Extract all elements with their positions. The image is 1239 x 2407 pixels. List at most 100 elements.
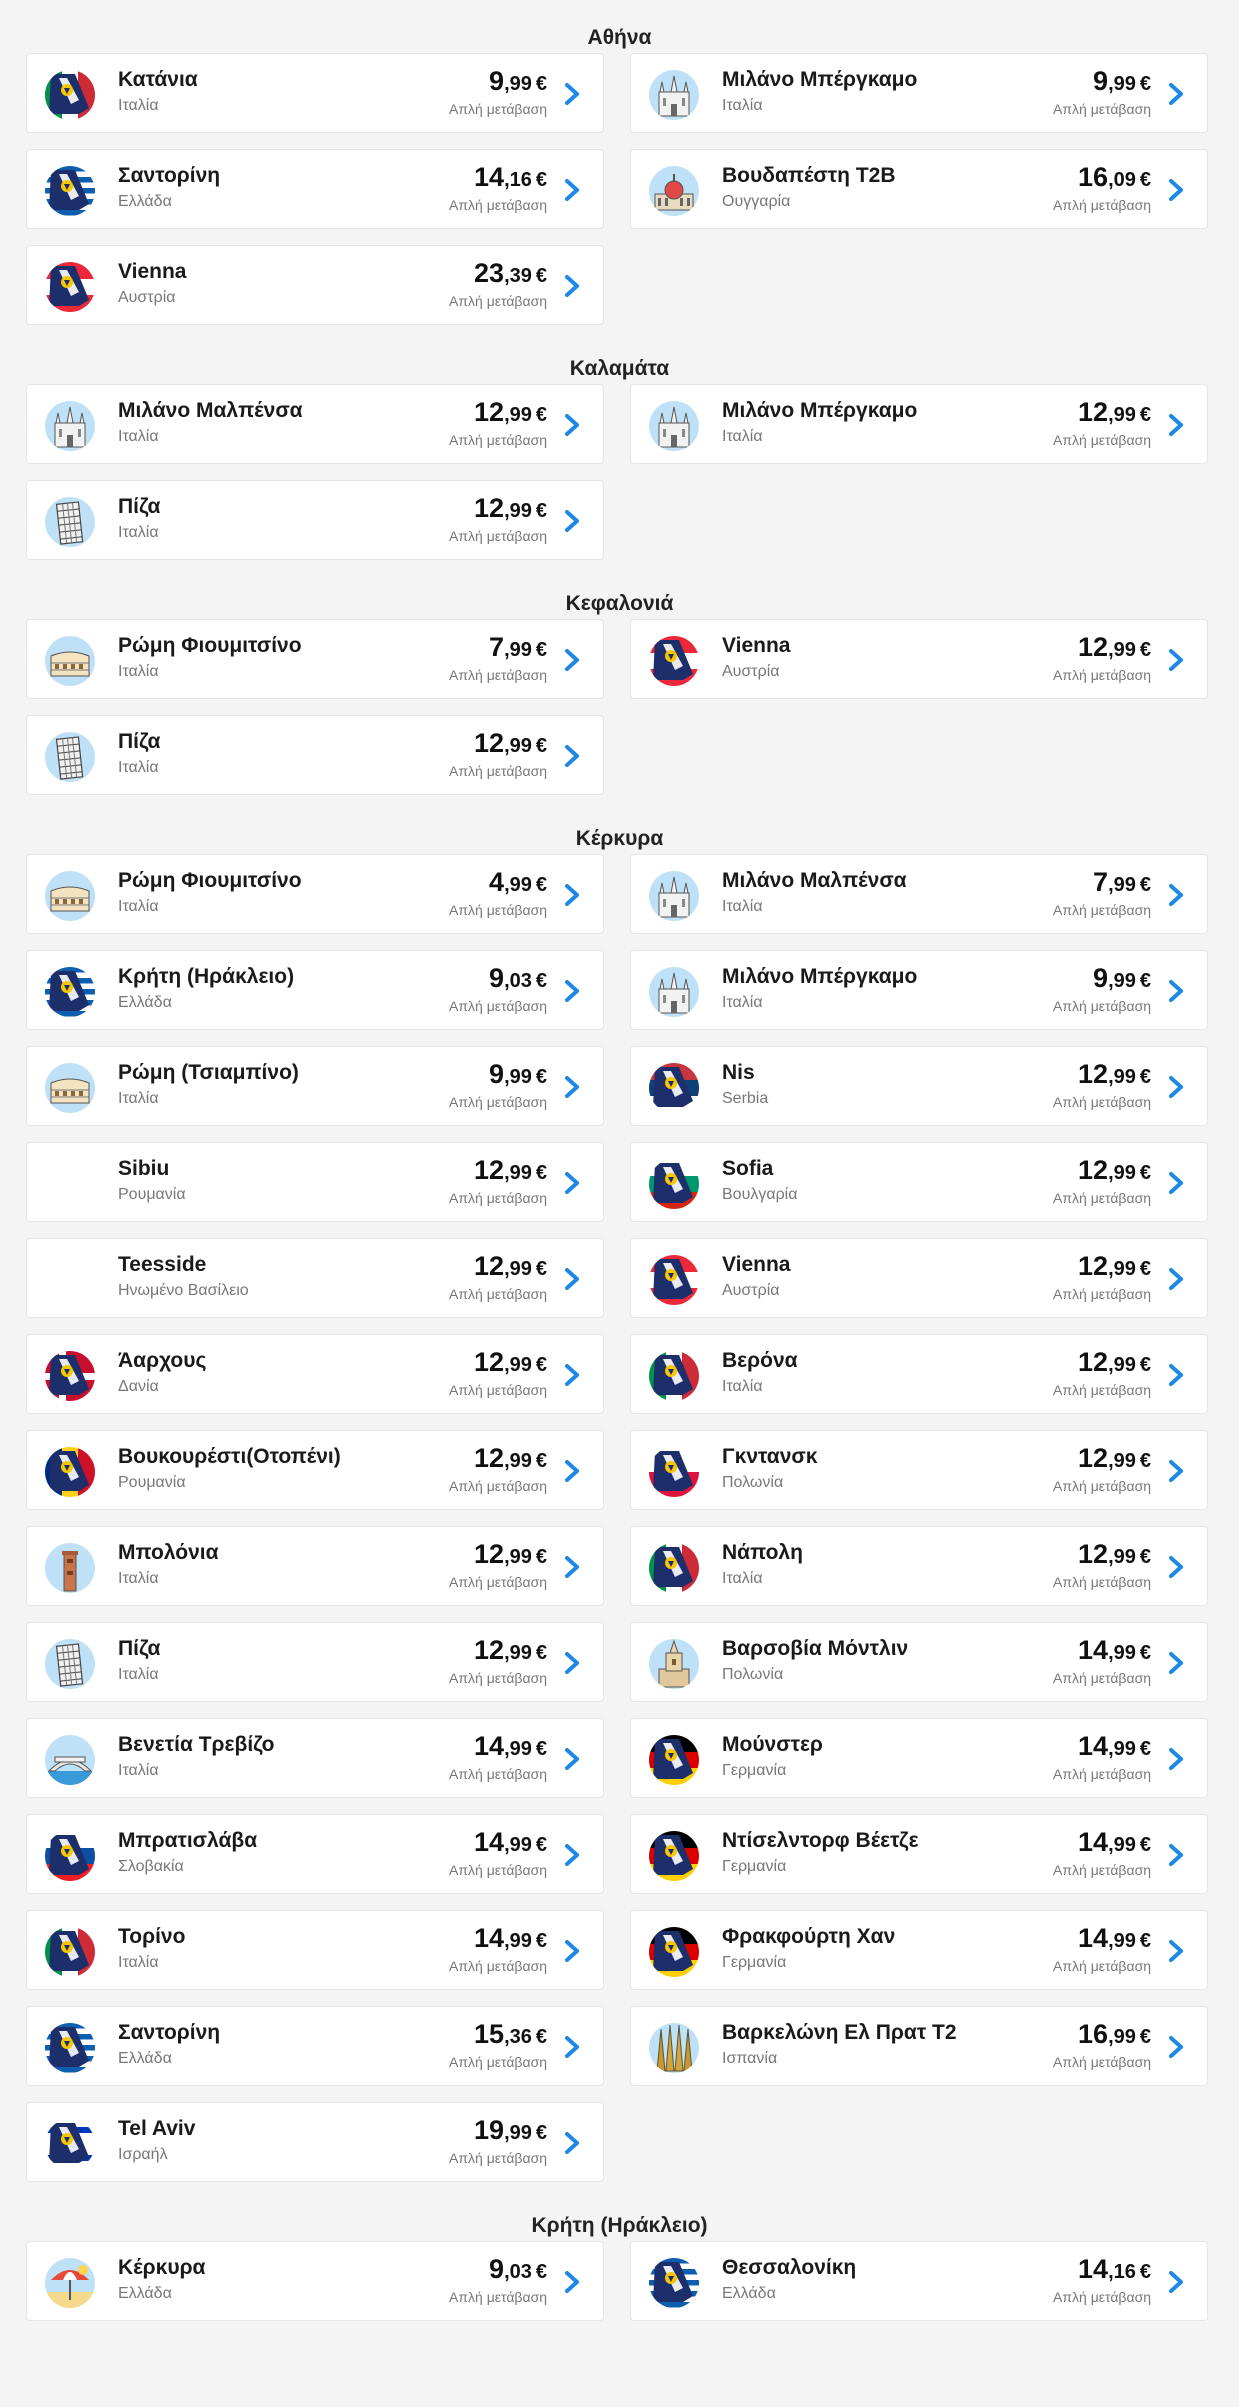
route-card[interactable]: Πίζα Ιταλία 12,99 € Απλή μετάβαση (26, 1622, 604, 1702)
route-card[interactable]: Κρήτη (Ηράκλειο) Ελλάδα 9,03 € Απλή μετάβαση (26, 950, 604, 1030)
route-card[interactable]: Τορίνο Ιταλία 14,99 € Απλή μετάβαση (26, 1910, 604, 1990)
route-card[interactable]: Νάπολη Ιταλία 12,99 € Απλή μετάβαση (630, 1526, 1208, 1606)
price-currency: € (535, 970, 547, 992)
route-card[interactable]: Tel Aviv Ισραήλ 19,99 € Απλή μετάβαση (26, 2102, 604, 2182)
route-card[interactable]: Teesside Ηνωμένο Βασίλειο 12,99 € Απλή μετάβ… (26, 1238, 604, 1318)
price: 14,16 € (474, 162, 547, 193)
chevron-right-icon[interactable] (561, 744, 583, 768)
chevron-right-icon[interactable] (1165, 2270, 1187, 2294)
chevron-right-icon[interactable] (561, 1363, 583, 1387)
chevron-right-icon[interactable] (1165, 413, 1187, 437)
chevron-right-icon[interactable] (561, 1267, 583, 1291)
chevron-right-icon[interactable] (561, 1075, 583, 1099)
chevron-right-icon[interactable] (1165, 1171, 1187, 1195)
chevron-right-icon[interactable] (561, 1171, 583, 1195)
chevron-right-icon[interactable] (561, 274, 583, 298)
destination-country: Ελλάδα (118, 2285, 172, 2302)
chevron-right-icon[interactable] (1165, 1075, 1187, 1099)
trip-type-note: Απλή μετάβαση (1053, 1766, 1151, 1782)
route-card[interactable]: Μιλάνο Μπέργκαμο Ιταλία 9,99 € Απλή μετάβαση (630, 950, 1208, 1030)
chevron-right-icon[interactable] (1165, 979, 1187, 1003)
plane-romania-icon (45, 1447, 95, 1497)
route-card[interactable]: Ρώμη Φιουμιτσίνο Ιταλία 4,99 € Απλή μετάβαση (26, 854, 604, 934)
route-card[interactable]: Γκντανσκ Πολωνία 12,99 € Απλή μετάβαση (630, 1430, 1208, 1510)
price: 12,99 € (474, 728, 547, 759)
route-card[interactable]: Βουκουρέστι(Οτοπένι) Ρουμανία 12,99 € Απλή μ… (26, 1430, 604, 1510)
destination-name: Ρώμη (Τσιαμπίνο) (118, 1061, 299, 1084)
route-card[interactable]: Θεσσαλονίκη Ελλάδα 14,16 € Απλή μετάβαση (630, 2241, 1208, 2321)
chevron-right-icon[interactable] (561, 82, 583, 106)
route-card[interactable]: Vienna Αυστρία 12,99 € Απλή μετάβαση (630, 619, 1208, 699)
chevron-right-icon[interactable] (561, 1843, 583, 1867)
destination-name: Θεσσαλονίκη (722, 2256, 857, 2279)
route-card[interactable]: Nis Serbia 12,99 € Απλή μετάβαση (630, 1046, 1208, 1126)
destination-name: Μιλάνο Μπέργκαμο (722, 399, 918, 422)
chevron-right-icon[interactable] (561, 883, 583, 907)
route-card[interactable]: Βενετία Τρεβίζο Ιταλία 14,99 € Απλή μετάβαση (26, 1718, 604, 1798)
destination-name: Βουδαπέστη T2B (722, 164, 896, 187)
route-card[interactable]: Φρακφούρτη Χαν Γερμανία 14,99 € Απλή μετάβασ… (630, 1910, 1208, 1990)
route-card[interactable]: Κατάνια Ιταλία 9,99 € Απλή μετάβαση (26, 53, 604, 133)
chevron-right-icon[interactable] (1165, 178, 1187, 202)
chevron-right-icon[interactable] (561, 1747, 583, 1771)
route-card[interactable]: Πίζα Ιταλία 12,99 € Απλή μετάβαση (26, 480, 604, 560)
chevron-right-icon[interactable] (561, 509, 583, 533)
price-decimal: ,99 (1108, 1066, 1136, 1088)
route-card[interactable]: Μιλάνο Μπέργκαμο Ιταλία 9,99 € Απλή μετάβαση (630, 53, 1208, 133)
chevron-right-icon[interactable] (561, 1555, 583, 1579)
chevron-right-icon[interactable] (1165, 1555, 1187, 1579)
route-card[interactable]: Μπολόνια Ιταλία 12,99 € Απλή μετάβαση (26, 1526, 604, 1606)
plane-greece-icon (45, 967, 95, 1017)
route-card[interactable]: Μούνστερ Γερμανία 14,99 € Απλή μετάβαση (630, 1718, 1208, 1798)
route-card[interactable]: Βαρκελώνη Ελ Πρατ T2 Ισπανία 16,99 € Απλή με… (630, 2006, 1208, 2086)
price-integer: 12 (1078, 1539, 1109, 1569)
route-card[interactable]: Κέρκυρα Ελλάδα 9,03 € Απλή μετάβαση (26, 2241, 604, 2321)
chevron-right-icon[interactable] (561, 648, 583, 672)
route-card[interactable]: Μιλάνο Μαλπένσα Ιταλία 7,99 € Απλή μετάβαση (630, 854, 1208, 934)
chevron-right-icon[interactable] (561, 1939, 583, 1963)
route-card[interactable]: Άαρχους Δανία 12,99 € Απλή μετάβαση (26, 1334, 604, 1414)
trip-type-note: Απλή μετάβαση (449, 432, 547, 448)
chevron-right-icon[interactable] (561, 2131, 583, 2155)
route-card[interactable]: Βαρσοβία Μόντλιν Πολωνία 14,99 € Απλή μετάβα… (630, 1622, 1208, 1702)
chevron-right-icon[interactable] (1165, 1939, 1187, 1963)
route-card[interactable]: Πίζα Ιταλία 12,99 € Απλή μετάβαση (26, 715, 604, 795)
chevron-right-icon[interactable] (561, 1459, 583, 1483)
trip-type-note: Απλή μετάβαση (1053, 101, 1151, 117)
destination-name: Πίζα (118, 1637, 161, 1660)
chevron-right-icon[interactable] (1165, 82, 1187, 106)
chevron-right-icon[interactable] (1165, 1267, 1187, 1291)
chevron-right-icon[interactable] (1165, 1459, 1187, 1483)
chevron-right-icon[interactable] (1165, 1747, 1187, 1771)
chevron-right-icon[interactable] (561, 413, 583, 437)
chevron-right-icon[interactable] (1165, 883, 1187, 907)
chevron-right-icon[interactable] (1165, 1843, 1187, 1867)
route-card[interactable]: Vienna Αυστρία 12,99 € Απλή μετάβαση (630, 1238, 1208, 1318)
route-card[interactable]: Ρώμη (Τσιαμπίνο) Ιταλία 9,99 € Απλή μετάβαση (26, 1046, 604, 1126)
route-card[interactable]: Μιλάνο Μπέργκαμο Ιταλία 12,99 € Απλή μετάβασ… (630, 384, 1208, 464)
chevron-right-icon[interactable] (561, 2035, 583, 2059)
route-card[interactable]: Vienna Αυστρία 23,39 € Απλή μετάβαση (26, 245, 604, 325)
chevron-right-icon[interactable] (1165, 2035, 1187, 2059)
route-card[interactable]: Μιλάνο Μαλπένσα Ιταλία 12,99 € Απλή μετάβαση (26, 384, 604, 464)
route-card[interactable]: Sibiu Ρουμανία 12,99 € Απλή μετάβαση (26, 1142, 604, 1222)
route-card[interactable]: Ρώμη Φιουμιτσίνο Ιταλία 7,99 € Απλή μετάβαση (26, 619, 604, 699)
route-card[interactable]: Μπρατισλάβα Σλοβακία 14,99 € Απλή μετάβαση (26, 1814, 604, 1894)
chevron-right-icon[interactable] (561, 979, 583, 1003)
price-decimal: ,99 (1108, 874, 1136, 896)
price-decimal: ,03 (504, 970, 532, 992)
route-card[interactable]: Σαντορίνη Ελλάδα 14,16 € Απλή μετάβαση (26, 149, 604, 229)
chevron-right-icon[interactable] (1165, 1651, 1187, 1675)
route-card[interactable]: Sofia Βουλγαρία 12,99 € Απλή μετάβαση (630, 1142, 1208, 1222)
route-card[interactable]: Βουδαπέστη T2B Ουγγαρία 16,09 € Απλή μετάβασ… (630, 149, 1208, 229)
route-card[interactable]: Σαντορίνη Ελλάδα 15,36 € Απλή μετάβαση (26, 2006, 604, 2086)
chevron-right-icon[interactable] (1165, 1363, 1187, 1387)
destination-name: Κέρκυρα (118, 2256, 206, 2279)
price: 14,99 € (1078, 1731, 1151, 1762)
route-card[interactable]: Βερόνα Ιταλία 12,99 € Απλή μετάβαση (630, 1334, 1208, 1414)
chevron-right-icon[interactable] (561, 1651, 583, 1675)
route-card[interactable]: Ντίσελντορφ Βέετζε Γερμανία 14,99 € Απλή μετ… (630, 1814, 1208, 1894)
chevron-right-icon[interactable] (1165, 648, 1187, 672)
chevron-right-icon[interactable] (561, 2270, 583, 2294)
chevron-right-icon[interactable] (561, 178, 583, 202)
